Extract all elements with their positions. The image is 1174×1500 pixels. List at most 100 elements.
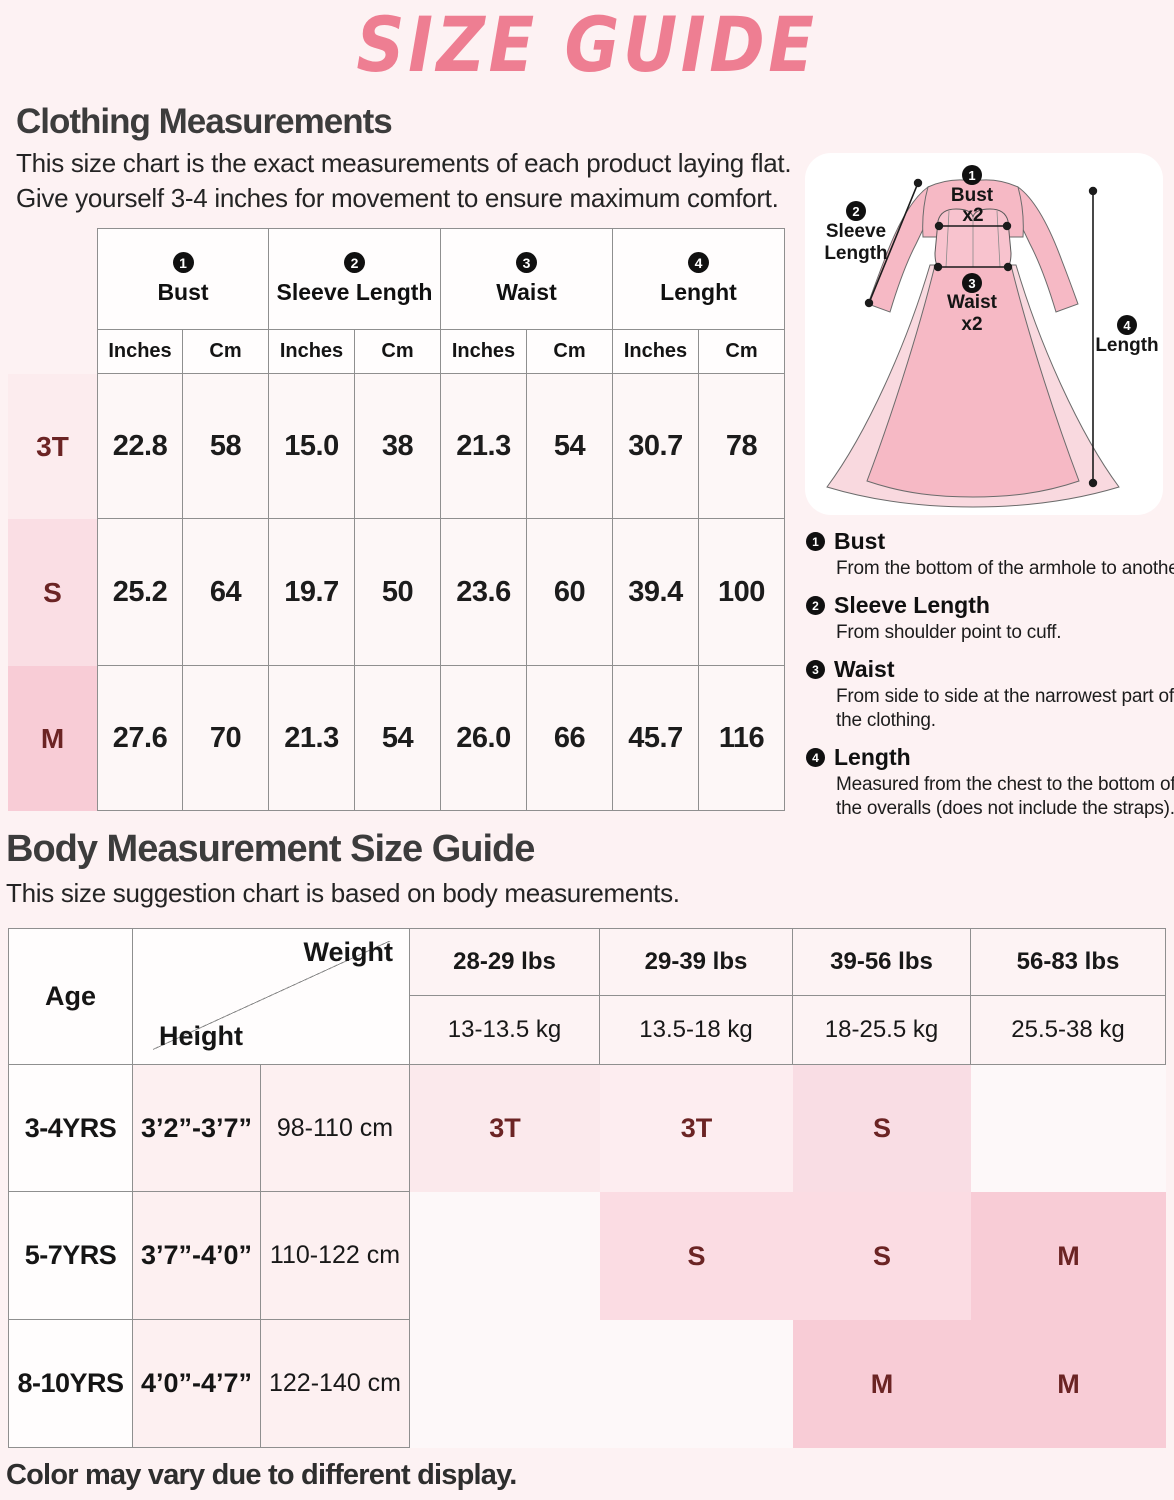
diagram-sleeve-num: 2 bbox=[852, 204, 859, 219]
weight-height-header-cell: Weight Height bbox=[133, 928, 410, 1065]
weight-lbs-header: 29-39 lbs bbox=[600, 928, 793, 996]
body-measurement-heading: Body Measurement Size Guide bbox=[6, 828, 535, 870]
circled-3-icon bbox=[962, 273, 982, 293]
measurement-value: 60 bbox=[527, 519, 613, 666]
clothing-measurements-heading: Clothing Measurements bbox=[16, 102, 393, 141]
recommended-size-cell: 3T bbox=[600, 1065, 793, 1192]
diagram-sleeve-label-1: Sleeve bbox=[826, 221, 886, 242]
measurement-value: 38 bbox=[355, 374, 441, 519]
recommended-size-cell: S bbox=[600, 1192, 793, 1320]
title-wrap: SIZE GUIDE bbox=[0, 0, 1174, 89]
recommended-size-cell: M bbox=[971, 1320, 1166, 1448]
sleeve-measure-dot bbox=[864, 298, 874, 308]
table-corner-spacer bbox=[8, 228, 97, 330]
group-header-label: Sleeve Length bbox=[276, 279, 433, 305]
dress-diagram-card: 1 Bust x2 2 Sleeve Length 3 Waist x2 4 L… bbox=[805, 153, 1163, 515]
legend-item-waist: 3 Waist From side to side at the narrowe… bbox=[806, 656, 1174, 733]
measurement-value: 116 bbox=[699, 666, 785, 811]
unit-header: Cm bbox=[527, 330, 613, 374]
diagram-sleeve-label-2: Length bbox=[824, 243, 887, 264]
body-measurement-description: This size suggestion chart is based on b… bbox=[6, 878, 680, 908]
diagram-bust-x2: x2 bbox=[962, 205, 983, 226]
measurement-value: 70 bbox=[183, 666, 269, 811]
legend-title-row: 1 Bust bbox=[806, 528, 1174, 555]
measurement-value: 100 bbox=[699, 519, 785, 666]
clothing-measurements-description: This size chart is the exact measurement… bbox=[16, 146, 792, 216]
circled-4-icon: 4 bbox=[688, 252, 709, 273]
legend-title: Length bbox=[834, 744, 911, 770]
diagram-waist-num: 3 bbox=[968, 276, 975, 291]
measurement-value: 50 bbox=[355, 519, 441, 666]
circled-2-icon: 2 bbox=[344, 252, 365, 273]
weight-lbs-header: 28-29 lbs bbox=[410, 928, 600, 996]
page-title: SIZE GUIDE bbox=[356, 0, 818, 89]
length-measure-dot bbox=[1088, 478, 1098, 488]
legend-title-row: 4 Length bbox=[806, 744, 1174, 771]
legend-item-length: 4 Length Measured from the chest to the … bbox=[806, 744, 1174, 821]
group-header-waist: 3 Waist bbox=[441, 228, 613, 330]
age-cell: 3-4YRS bbox=[8, 1065, 133, 1192]
size-row-label-3t: 3T bbox=[8, 374, 97, 519]
height-ft-cell: 3’2”-3’7” bbox=[133, 1065, 261, 1192]
measurement-value: 39.4 bbox=[613, 519, 699, 666]
circled-1-icon bbox=[962, 165, 982, 185]
sleeve-measure-line bbox=[868, 182, 919, 304]
weight-header-label: Weight bbox=[303, 937, 394, 967]
circled-3-icon: 3 bbox=[806, 660, 825, 679]
unit-header: Cm bbox=[355, 330, 441, 374]
unit-header: Inches bbox=[97, 330, 183, 374]
diagram-bust-num: 1 bbox=[968, 168, 975, 183]
measurement-value: 23.6 bbox=[441, 519, 527, 666]
age-header-cell: Age bbox=[8, 928, 133, 1065]
body-measurement-table: Age Weight Height 28-29 lbs 29-39 lbs 39… bbox=[8, 928, 1166, 1448]
description-line-2: Give yourself 3-4 inches for movement to… bbox=[16, 183, 779, 213]
group-header-label: Waist bbox=[496, 279, 557, 305]
bust-measure-dot bbox=[1002, 221, 1012, 231]
circled-1-icon: 1 bbox=[806, 532, 825, 551]
bust-measure-dot bbox=[934, 221, 944, 231]
measurement-value: 22.8 bbox=[97, 374, 183, 519]
legend-title: Bust bbox=[834, 528, 886, 554]
height-cm-cell: 122-140 cm bbox=[261, 1320, 410, 1448]
circled-3-icon: 3 bbox=[516, 252, 537, 273]
legend-description: From shoulder point to cuff. bbox=[836, 622, 1062, 643]
height-ft-cell: 4’0”-4’7” bbox=[133, 1320, 261, 1448]
legend-description: From side to side at the narrowest part … bbox=[836, 686, 1174, 731]
recommended-size-cell bbox=[410, 1320, 600, 1448]
dress-diagram: 1 Bust x2 2 Sleeve Length 3 Waist x2 4 L… bbox=[824, 165, 1159, 508]
height-cm-cell: 98-110 cm bbox=[261, 1065, 410, 1192]
measurement-value: 21.3 bbox=[441, 374, 527, 519]
unit-header: Inches bbox=[269, 330, 355, 374]
group-header-bust: 1 Bust bbox=[97, 228, 269, 330]
recommended-size-cell: M bbox=[971, 1192, 1166, 1320]
unit-header: Cm bbox=[183, 330, 269, 374]
circled-2-icon bbox=[846, 201, 866, 221]
recommended-size-cell bbox=[971, 1065, 1166, 1192]
dress-skirt-inner bbox=[866, 264, 1080, 498]
waist-measure-dot bbox=[933, 262, 943, 272]
weight-kg-header: 25.5-38 kg bbox=[971, 996, 1166, 1065]
legend-title-row: 3 Waist bbox=[806, 656, 1174, 683]
measurement-value: 66 bbox=[527, 666, 613, 811]
recommended-size-cell bbox=[410, 1192, 600, 1320]
weight-kg-header: 18-25.5 kg bbox=[793, 996, 971, 1065]
height-cm-cell: 110-122 cm bbox=[261, 1192, 410, 1320]
group-header-label: Lenght bbox=[660, 279, 737, 305]
measurement-value: 21.3 bbox=[269, 666, 355, 811]
unit-header: Inches bbox=[613, 330, 699, 374]
measurement-legend: 1 Bust From the bottom of the armhole to… bbox=[806, 528, 1174, 832]
diagonal-divider bbox=[153, 941, 391, 1050]
legend-description: Measured from the chest to the bottom of… bbox=[836, 774, 1174, 819]
group-header-length: 4 Lenght bbox=[613, 228, 785, 330]
recommended-size-cell: S bbox=[793, 1065, 971, 1192]
table-corner-spacer bbox=[8, 330, 97, 374]
recommended-size-cell: 3T bbox=[410, 1065, 600, 1192]
measurement-value: 78 bbox=[699, 374, 785, 519]
age-cell: 5-7YRS bbox=[8, 1192, 133, 1320]
length-measure-dot bbox=[1088, 186, 1098, 196]
measurement-value: 54 bbox=[355, 666, 441, 811]
recommended-size-cell bbox=[600, 1320, 793, 1448]
sleeve-measure-dot bbox=[913, 178, 923, 188]
legend-description: From the bottom of the armhole to anothe… bbox=[836, 558, 1174, 579]
description-line-1: This size chart is the exact measurement… bbox=[16, 148, 792, 178]
